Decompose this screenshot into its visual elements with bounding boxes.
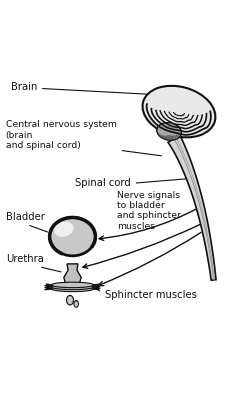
Text: Urethra: Urethra bbox=[6, 254, 61, 272]
Text: Brain: Brain bbox=[11, 82, 146, 94]
Text: Central nervous system
(brain
and spinal cord): Central nervous system (brain and spinal… bbox=[6, 120, 161, 156]
Ellipse shape bbox=[52, 284, 94, 290]
Ellipse shape bbox=[157, 122, 181, 140]
Ellipse shape bbox=[142, 86, 215, 137]
Text: Nerve signals
to bladder
and sphincter
muscles: Nerve signals to bladder and sphincter m… bbox=[117, 191, 181, 231]
Polygon shape bbox=[66, 296, 73, 305]
Text: Sphincter muscles: Sphincter muscles bbox=[98, 290, 196, 300]
Ellipse shape bbox=[52, 286, 94, 292]
Polygon shape bbox=[74, 301, 78, 307]
Ellipse shape bbox=[50, 217, 95, 256]
Text: Bladder: Bladder bbox=[6, 212, 48, 232]
Polygon shape bbox=[64, 264, 81, 286]
Polygon shape bbox=[168, 135, 216, 280]
Ellipse shape bbox=[54, 221, 74, 237]
Text: Spinal cord: Spinal cord bbox=[75, 178, 186, 188]
Ellipse shape bbox=[52, 282, 94, 288]
